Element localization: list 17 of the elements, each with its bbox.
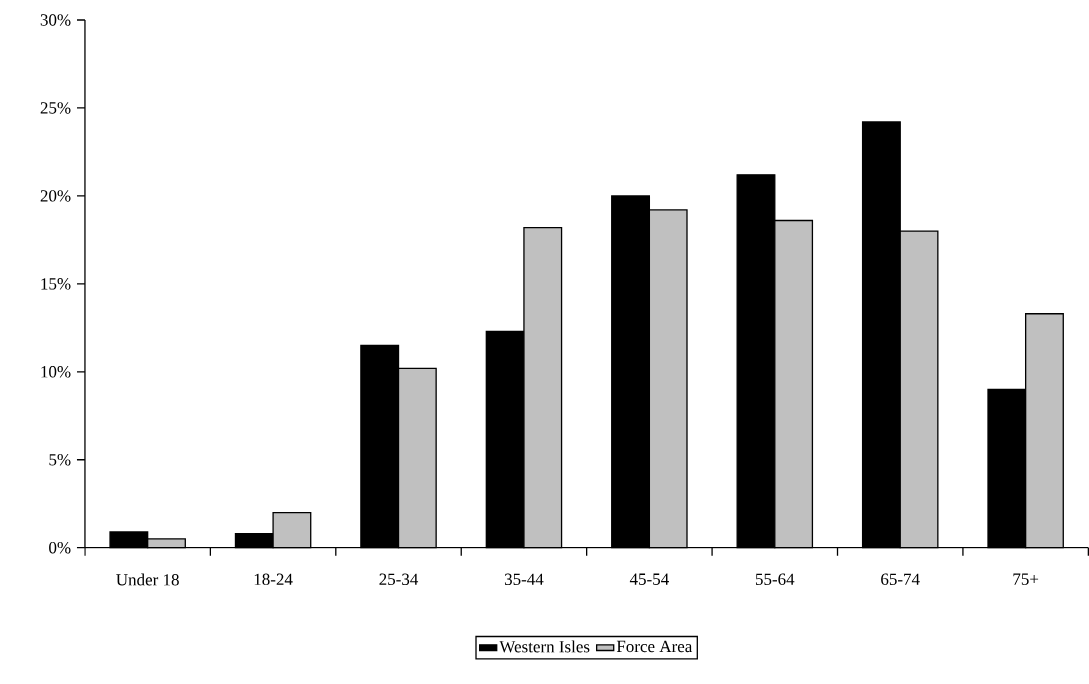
legend-label: Western Isles bbox=[499, 640, 590, 653]
x-tick-label: 25-34 bbox=[379, 573, 419, 586]
y-tick-label: 10% bbox=[41, 366, 71, 378]
y-tick-label: 30% bbox=[40, 14, 71, 26]
y-tick-label: 5% bbox=[49, 454, 71, 466]
x-tick-label: 65-74 bbox=[881, 573, 920, 586]
x-tick-label: 18-24 bbox=[254, 573, 293, 586]
x-tick-label: 55-64 bbox=[755, 573, 795, 586]
y-tick-label: 0% bbox=[49, 542, 71, 554]
x-tick-label: 45-54 bbox=[629, 573, 669, 586]
x-tick-label: 75+ bbox=[1013, 573, 1039, 586]
x-tick-label: Under 18 bbox=[116, 573, 179, 586]
y-tick-label: 25% bbox=[40, 102, 71, 114]
y-tick-label: 15% bbox=[41, 278, 71, 290]
y-tick-label: 20% bbox=[40, 190, 71, 202]
legend-label: Force Area bbox=[616, 640, 693, 653]
x-tick-label: 35-44 bbox=[504, 573, 544, 586]
